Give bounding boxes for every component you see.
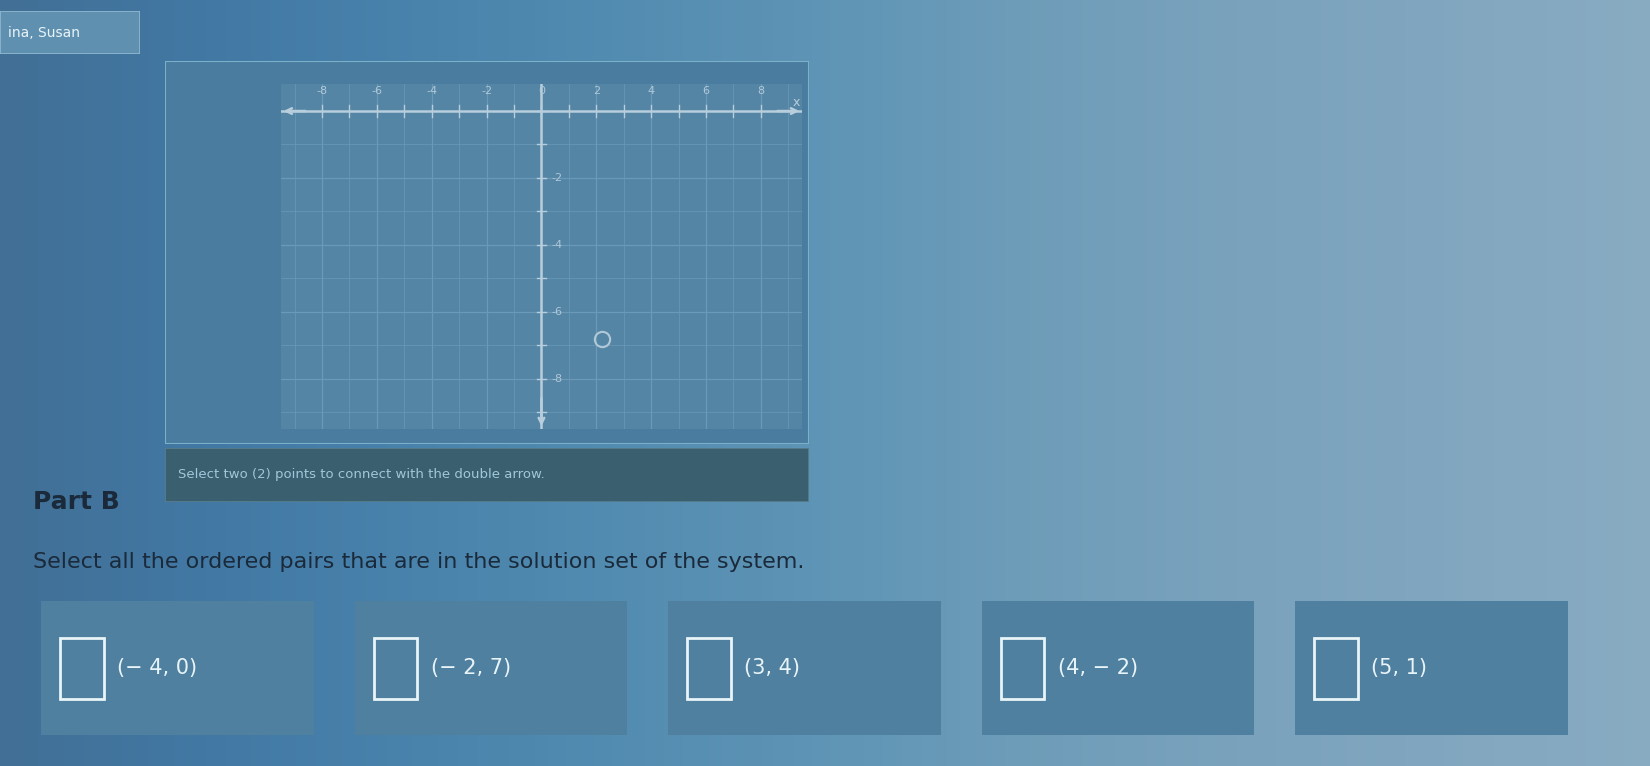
Text: 8: 8 — [757, 86, 764, 96]
FancyBboxPatch shape — [165, 61, 808, 444]
Text: (3, 4): (3, 4) — [744, 658, 800, 679]
Text: -8: -8 — [551, 374, 563, 384]
Text: 4: 4 — [647, 86, 655, 96]
Text: (5, 1): (5, 1) — [1371, 658, 1427, 679]
FancyBboxPatch shape — [970, 596, 1266, 741]
Text: (− 2, 7): (− 2, 7) — [431, 658, 512, 679]
FancyBboxPatch shape — [343, 596, 639, 741]
Text: Part B: Part B — [33, 490, 120, 514]
FancyBboxPatch shape — [30, 596, 325, 741]
FancyBboxPatch shape — [165, 448, 808, 502]
Text: -2: -2 — [551, 173, 563, 183]
Text: (4, − 2): (4, − 2) — [1058, 658, 1138, 679]
Text: -2: -2 — [482, 86, 492, 96]
Text: (− 4, 0): (− 4, 0) — [117, 658, 198, 679]
Text: -8: -8 — [317, 86, 328, 96]
FancyBboxPatch shape — [1284, 596, 1579, 741]
FancyBboxPatch shape — [657, 596, 952, 741]
Text: -6: -6 — [371, 86, 383, 96]
FancyBboxPatch shape — [0, 11, 140, 54]
Text: -4: -4 — [426, 86, 437, 96]
Text: Select two (2) points to connect with the double arrow.: Select two (2) points to connect with th… — [178, 469, 544, 481]
Text: Select all the ordered pairs that are in the solution set of the system.: Select all the ordered pairs that are in… — [33, 552, 805, 571]
Text: 2: 2 — [592, 86, 601, 96]
Text: ina, Susan: ina, Susan — [8, 25, 81, 40]
Text: x: x — [794, 97, 800, 110]
Text: -4: -4 — [551, 240, 563, 250]
Text: -6: -6 — [551, 307, 563, 317]
Text: 0: 0 — [538, 86, 544, 96]
Text: 6: 6 — [703, 86, 710, 96]
